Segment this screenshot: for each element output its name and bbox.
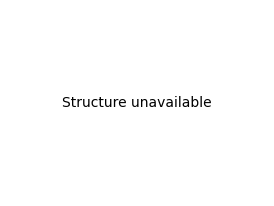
Text: Structure unavailable: Structure unavailable bbox=[62, 96, 212, 110]
